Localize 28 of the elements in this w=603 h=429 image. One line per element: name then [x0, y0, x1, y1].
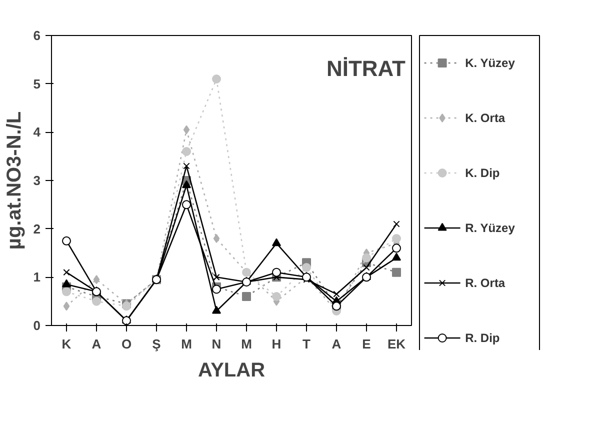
legend-label: R. Dip: [465, 331, 500, 345]
y-tick-label: 2: [33, 221, 41, 236]
y-tick-label: 6: [33, 28, 41, 43]
legend-label: R. Yüzey: [465, 221, 516, 235]
x-tick-label: M: [241, 336, 252, 352]
x-tick-label: EK: [387, 336, 406, 352]
x-tick-label: E: [362, 336, 372, 352]
y-tick-label: 1: [33, 270, 41, 285]
x-tick-label: H: [272, 336, 282, 352]
legend-label: K. Dip: [465, 166, 500, 180]
x-tick-label: A: [92, 336, 102, 352]
y-axis-title: µg.at.NO3-N./L: [3, 111, 26, 250]
x-tick-label: O: [121, 336, 132, 352]
legend-label: K. Yüzey: [465, 56, 516, 70]
x-tick-label: T: [302, 336, 311, 352]
x-tick-label: A: [332, 336, 342, 352]
y-tick-label: 0: [33, 318, 41, 333]
y-tick-label: 5: [33, 76, 41, 92]
legend-label: K. Orta: [465, 111, 506, 125]
y-tick-label: 4: [33, 124, 42, 140]
x-tick-label: Ş: [152, 336, 162, 352]
y-tick-label: 3: [33, 173, 41, 188]
legend-label: R. Orta: [465, 276, 506, 290]
text: NİTRAT: [326, 56, 406, 81]
x-tick-label: M: [181, 336, 192, 352]
x-axis-title: AYLAR: [198, 360, 266, 382]
x-tick-label: K: [62, 336, 72, 352]
x-tick-label: N: [212, 336, 222, 352]
